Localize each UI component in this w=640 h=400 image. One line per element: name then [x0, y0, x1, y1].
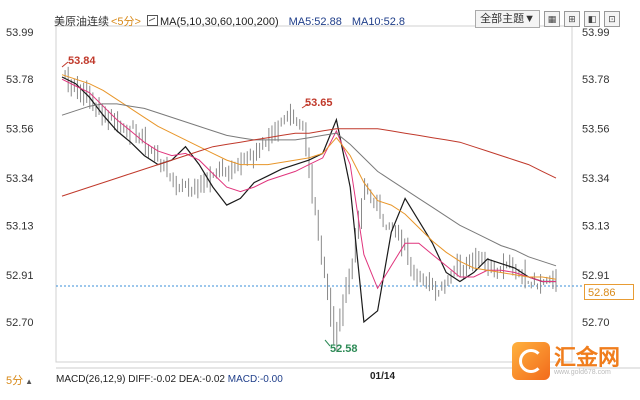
- grid-toggle-icon[interactable]: ▦: [544, 11, 560, 27]
- annotation-leader: [324, 339, 331, 347]
- ma5-value: MA5:52.88: [288, 16, 342, 28]
- ma-line-ma10: [61, 78, 556, 290]
- y-tick-label-right: 53.34: [582, 173, 610, 185]
- logo-brand: 汇金网: [554, 344, 621, 370]
- x-axis-date-label: 01/14: [370, 371, 396, 382]
- period-label: <5分>: [111, 16, 141, 28]
- y-tick-label-left: 53.56: [6, 124, 34, 136]
- macd-diff: DIFF:-0.02: [128, 374, 177, 385]
- logo-mark-icon: [512, 342, 550, 380]
- period-dropdown[interactable]: 5分 ▲: [6, 372, 33, 388]
- plot-frame: [55, 25, 573, 363]
- chart-toolbar: 全部主题▼ ▦ ⊞ ◧ ⊡: [475, 10, 620, 28]
- logo-url: www.gold678.com: [554, 368, 611, 376]
- period-dropdown-label: 5分: [6, 375, 24, 387]
- y-tick-label-left: 53.13: [6, 220, 34, 232]
- y-tick-label-left: 53.78: [6, 74, 34, 86]
- y-tick-label-left: 53.99: [6, 27, 34, 39]
- ma10-value: MA10:52.8: [351, 16, 406, 28]
- instrument-name: 美原油连续: [54, 16, 109, 28]
- macd-value: MACD:-0.00: [227, 374, 283, 385]
- ma-indicator-icon: [146, 15, 158, 26]
- annotation-leader: [61, 61, 69, 68]
- macd-dea: DEA:-0.02: [178, 374, 225, 385]
- current-price-tag: 52.86: [584, 284, 634, 300]
- ma-line-ma5: [61, 76, 556, 324]
- y-tick-label-right: 52.91: [582, 270, 610, 282]
- y-tick-label-right: 53.56: [582, 124, 610, 136]
- macd-params: MACD(26,12,9): [56, 374, 126, 385]
- theme-select-button[interactable]: 全部主题▼: [475, 10, 540, 28]
- y-tick-label-left: 52.91: [6, 270, 34, 282]
- fullscreen-icon[interactable]: ⊡: [604, 11, 620, 27]
- chart-header: 美原油连续 <5分> MA(5,10,30,60,100,200) MA5:52.88…: [54, 13, 405, 29]
- annotation-leader: [301, 103, 309, 109]
- maximize-icon[interactable]: ◧: [584, 11, 600, 27]
- ma-params: MA(5,10,30,60,100,200): [159, 16, 279, 28]
- y-tick-label-right: 52.70: [582, 317, 610, 329]
- settings-icon[interactable]: ⊞: [564, 11, 580, 27]
- y-tick-label-right: 53.78: [582, 74, 610, 86]
- y-tick-label-right: 53.99: [582, 27, 610, 39]
- price-annotation: 52.58: [330, 343, 358, 355]
- price-annotation: 53.65: [305, 97, 333, 109]
- ma-line-ma200: [61, 128, 557, 197]
- brand-logo: 汇金网 www.gold678.com: [512, 342, 620, 380]
- macd-readout: MACD(26,12,9) DIFF:-0.02 DEA:-0.02 MACD:…: [56, 374, 283, 385]
- ma-line-ma60: [61, 103, 557, 267]
- ma-line-ma30: [61, 74, 557, 280]
- y-tick-label-left: 53.34: [6, 173, 34, 185]
- y-tick-label-right: 53.13: [582, 220, 610, 232]
- y-tick-label-left: 52.70: [6, 317, 34, 329]
- chevron-down-icon: ▲: [25, 377, 34, 386]
- price-annotation: 53.84: [68, 55, 96, 67]
